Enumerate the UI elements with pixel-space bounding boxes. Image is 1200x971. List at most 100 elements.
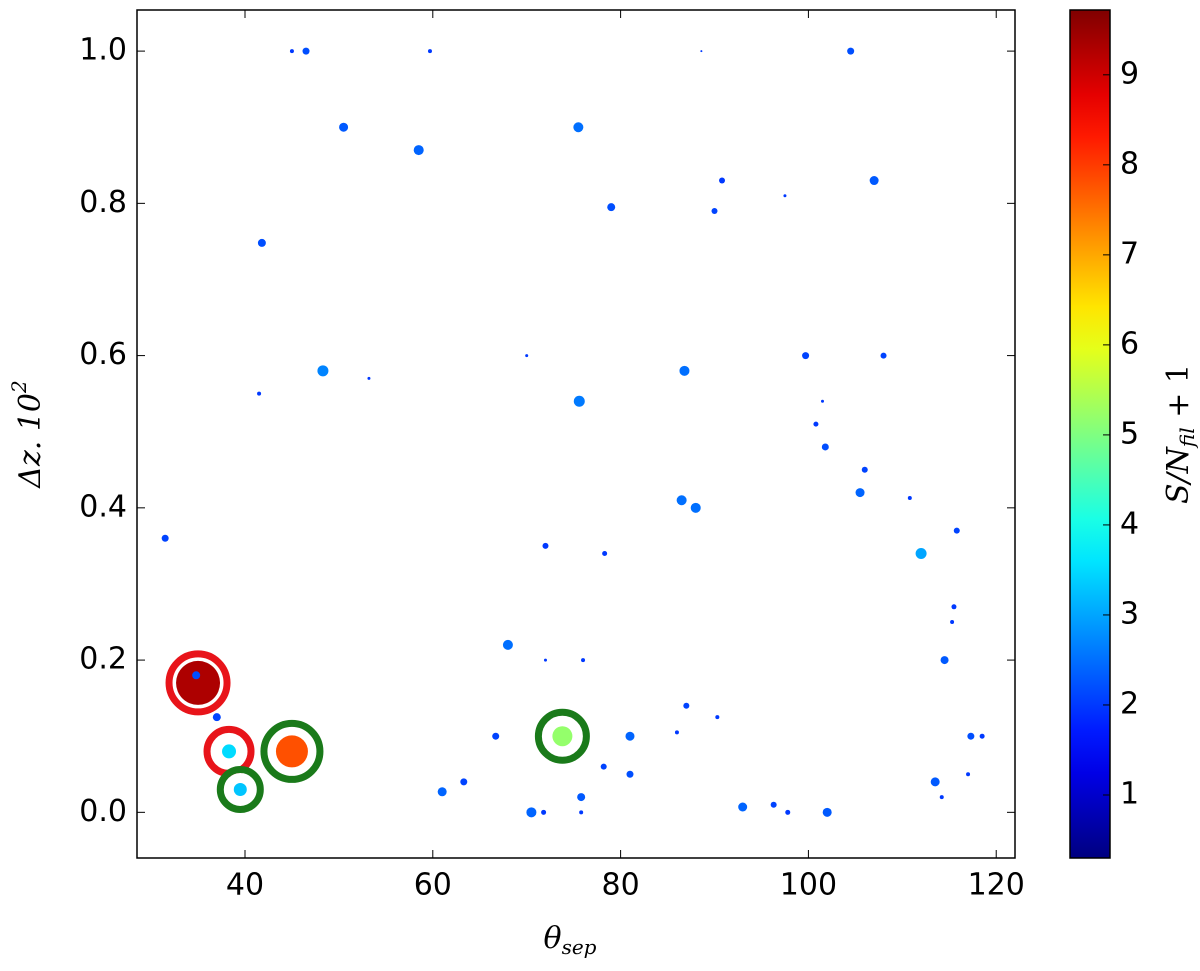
x-tick-label: 60 <box>414 868 452 903</box>
point <box>861 466 868 473</box>
point <box>880 352 887 359</box>
highlight-ring <box>260 719 324 783</box>
colorbar-tick-label: 2 <box>1120 686 1139 721</box>
point <box>930 777 940 787</box>
y-tick-label: 0.8 <box>79 185 127 220</box>
point <box>437 787 447 797</box>
x-tick-label: 80 <box>602 868 640 903</box>
point <box>257 391 262 396</box>
point <box>700 50 703 53</box>
ring-gap <box>541 715 583 757</box>
point <box>233 782 247 796</box>
point <box>822 807 832 817</box>
point <box>625 731 635 741</box>
point <box>820 399 824 403</box>
cb-label-sub: fil <box>1175 427 1199 449</box>
point <box>367 376 371 380</box>
y-tick-label: 0.6 <box>79 337 127 372</box>
ring-gap <box>210 732 248 770</box>
point <box>855 488 865 498</box>
point <box>679 365 690 376</box>
x-label-main: θ <box>544 921 562 956</box>
point <box>683 702 690 709</box>
point <box>674 730 679 735</box>
point <box>302 47 310 55</box>
ring-gap <box>223 772 257 806</box>
point <box>869 176 879 186</box>
highlight-ring <box>216 765 264 813</box>
point <box>502 639 513 650</box>
point <box>161 534 169 542</box>
y-tick-label: 0.0 <box>79 794 127 829</box>
point <box>492 732 500 740</box>
point <box>602 551 608 557</box>
x-tick-label: 120 <box>968 868 1025 903</box>
point <box>192 671 201 680</box>
y-tick-label: 0.2 <box>79 642 127 677</box>
point <box>275 735 308 768</box>
x-tick-label: 100 <box>780 868 837 903</box>
point <box>607 203 616 212</box>
point <box>317 365 329 377</box>
point <box>212 713 221 722</box>
point <box>542 542 549 549</box>
point <box>785 809 791 815</box>
point <box>953 527 960 534</box>
point <box>979 733 985 739</box>
y-label-sup: 2 <box>7 380 31 394</box>
cb-label-after: + 1 <box>1161 364 1196 427</box>
point <box>966 772 971 777</box>
point <box>847 47 855 55</box>
point <box>715 715 720 720</box>
point <box>222 744 237 759</box>
point <box>552 726 573 747</box>
ring-gap <box>172 657 224 709</box>
plot-frame <box>136 9 1016 859</box>
colorbar-tick-label: 7 <box>1120 236 1139 271</box>
point <box>460 778 468 786</box>
point <box>690 502 701 513</box>
point <box>821 443 829 451</box>
cb-label-main: S/N <box>1161 445 1196 504</box>
point <box>525 354 529 358</box>
point <box>543 658 547 662</box>
point <box>339 122 349 132</box>
point <box>289 49 294 54</box>
colorbar-tick-label: 8 <box>1120 146 1139 181</box>
point <box>541 809 547 815</box>
y-tick-label: 1.0 <box>79 33 127 68</box>
y-label-main: Δz. 10 <box>13 393 48 489</box>
point <box>719 177 726 184</box>
x-axis-label: θsep <box>544 921 597 959</box>
point <box>577 793 586 802</box>
point <box>257 238 266 247</box>
colorbar-tick-label: 9 <box>1120 56 1139 91</box>
point <box>676 495 687 506</box>
point <box>413 145 424 156</box>
point <box>600 763 607 770</box>
point <box>573 395 585 407</box>
highlight-ring <box>534 708 590 764</box>
colorbar-tick-label: 4 <box>1120 506 1139 541</box>
y-axis-label: Δz. 102 <box>7 380 49 488</box>
point <box>176 660 221 705</box>
point <box>939 795 944 800</box>
point <box>950 620 955 625</box>
colorbar-tick-label: 6 <box>1120 326 1139 361</box>
point <box>738 802 748 812</box>
x-tick-label: 40 <box>226 868 264 903</box>
point <box>951 604 957 610</box>
point <box>783 194 787 198</box>
ring-gap <box>267 726 317 776</box>
point <box>573 122 584 133</box>
colorbar-label: S/Nfil + 1 <box>1161 364 1199 504</box>
point <box>579 810 584 815</box>
colorbar-tick-label: 3 <box>1120 596 1139 631</box>
point <box>907 495 912 500</box>
point <box>770 801 777 808</box>
colorbar-tick-label: 5 <box>1120 416 1139 451</box>
point <box>802 352 810 360</box>
point <box>813 421 819 427</box>
colorbar-tick-label: 1 <box>1120 776 1139 811</box>
